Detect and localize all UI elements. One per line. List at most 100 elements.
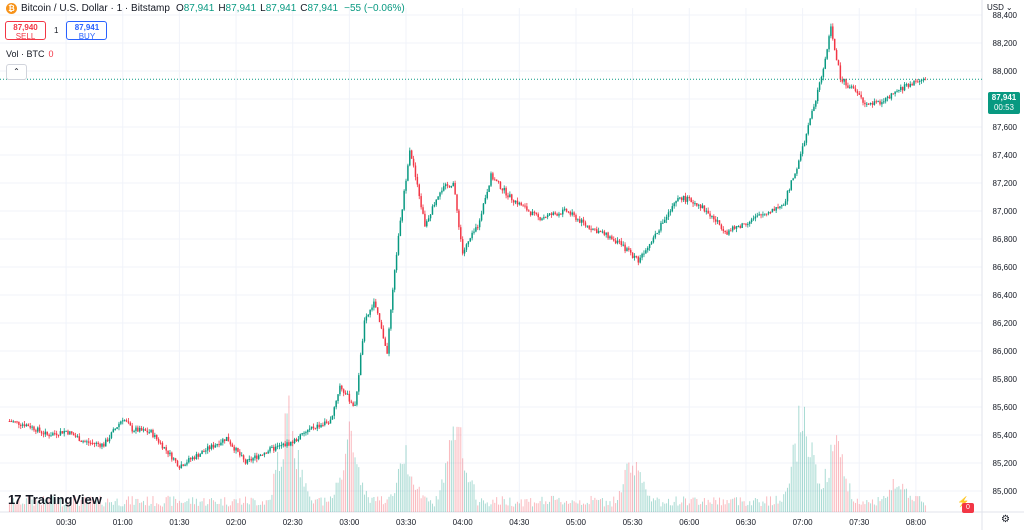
volume-bar: [346, 439, 348, 512]
volume-bar: [220, 498, 222, 512]
volume-bar: [316, 499, 318, 512]
last-price-tag: 87,941 00:53: [988, 92, 1020, 114]
candle-body: [261, 454, 264, 456]
volume-bar: [773, 504, 775, 512]
candle-body: [871, 103, 874, 105]
candle-body: [435, 199, 437, 205]
candle-body: [854, 88, 857, 92]
candle-body: [796, 168, 798, 174]
candle-body: [620, 241, 623, 246]
candle-body: [76, 436, 79, 438]
candle-body: [605, 232, 607, 235]
volume-bar: [696, 498, 698, 512]
volume-bar: [256, 505, 258, 512]
candle-body: [767, 212, 770, 214]
volume-bar: [380, 496, 382, 512]
candle-body: [212, 444, 215, 448]
volume-bar: [141, 502, 143, 512]
candle-body: [322, 424, 324, 426]
volume-bar: [666, 503, 668, 512]
price-tick-label: 88,400: [993, 11, 1018, 20]
candle-body: [592, 228, 594, 230]
volume-bar: [320, 497, 322, 512]
volume-bar: [870, 503, 872, 512]
volume-bar: [180, 502, 182, 512]
volume-bar: [135, 498, 137, 512]
candle-body: [293, 439, 296, 444]
bar-countdown: 00:53: [993, 103, 1015, 112]
volume-bar: [326, 501, 328, 512]
candle-body: [206, 446, 209, 451]
buy-button[interactable]: 87,941 BUY: [66, 21, 108, 41]
volume-bar: [156, 503, 158, 512]
candle-body: [120, 421, 122, 424]
candle-body: [176, 460, 179, 467]
volume-bar: [245, 496, 246, 512]
candle-body: [239, 451, 241, 456]
volume-bar: [339, 477, 341, 512]
candle-body: [726, 231, 728, 235]
candle-body: [240, 455, 243, 457]
tradingview-logo[interactable]: 17 TradingView: [8, 492, 102, 507]
sell-button[interactable]: 87,940 SELL: [5, 21, 46, 41]
candle-body: [599, 230, 602, 232]
candle-body: [888, 96, 891, 99]
candle-body: [21, 424, 24, 426]
symbol-title[interactable]: Bitcoin / U.S. Dollar · 1 · Bitstamp: [21, 3, 170, 14]
lightning-icon[interactable]: ⚡: [957, 497, 969, 508]
candle-body: [193, 457, 196, 460]
collapse-legend-button[interactable]: ⌃: [6, 64, 27, 80]
volume-bar: [143, 500, 145, 512]
currency-selector[interactable]: USD ⌄: [987, 3, 1013, 12]
candle-body: [635, 255, 638, 257]
volume-bar: [713, 497, 715, 512]
volume-bar: [658, 498, 660, 512]
volume-bar: [309, 496, 311, 512]
candle-body: [138, 427, 141, 432]
volume-bar: [520, 499, 522, 512]
candle-body: [818, 82, 821, 90]
volume-bar: [167, 495, 169, 512]
volume-bar: [586, 502, 588, 512]
volume-bar: [88, 502, 90, 512]
candle-body: [10, 421, 13, 423]
volume-flag[interactable]: 0: [962, 503, 974, 513]
volume-bar: [581, 504, 583, 512]
candle-body: [122, 420, 124, 422]
volume-bars: [8, 395, 926, 512]
volume-legend[interactable]: Vol · BTC 0: [6, 49, 54, 59]
time-axis[interactable]: 00:30 01:00 01:30 02:00 02:30 03:00 03:30 04:00…: [56, 518, 926, 527]
volume-bar: [749, 501, 751, 512]
price-tick-label: 85,400: [993, 431, 1018, 440]
volume-bar: [875, 505, 877, 512]
candle-body: [331, 415, 334, 420]
candle-body: [448, 185, 451, 188]
volume-bar: [175, 498, 177, 512]
candle-body: [369, 309, 371, 315]
candle-body: [652, 237, 655, 243]
volume-bar: [358, 467, 360, 512]
volume-bar: [352, 452, 354, 512]
candle-body: [628, 248, 630, 250]
volume-bar: [163, 503, 165, 512]
candle-body: [799, 153, 802, 161]
candle-body: [537, 214, 539, 218]
price-axis[interactable]: 85,000 85,200 85,400 85,600 85,800 86,000 86,2…: [993, 11, 1018, 496]
candle-body: [242, 455, 245, 460]
candle-body: [824, 58, 827, 69]
candle-body: [327, 422, 330, 424]
candle-body: [669, 211, 672, 213]
spread-value: 1: [54, 26, 59, 35]
volume-bar: [209, 499, 211, 512]
candle-body: [356, 391, 358, 405]
gear-icon[interactable]: ⚙: [1001, 514, 1010, 525]
volume-bar: [905, 488, 907, 512]
volume-bar: [547, 503, 549, 512]
candle-body: [446, 184, 449, 186]
volume-bar: [590, 495, 592, 512]
candle-body: [256, 455, 258, 459]
volume-bar: [841, 454, 843, 512]
candle-body: [516, 200, 519, 205]
volume-bar: [490, 504, 492, 512]
